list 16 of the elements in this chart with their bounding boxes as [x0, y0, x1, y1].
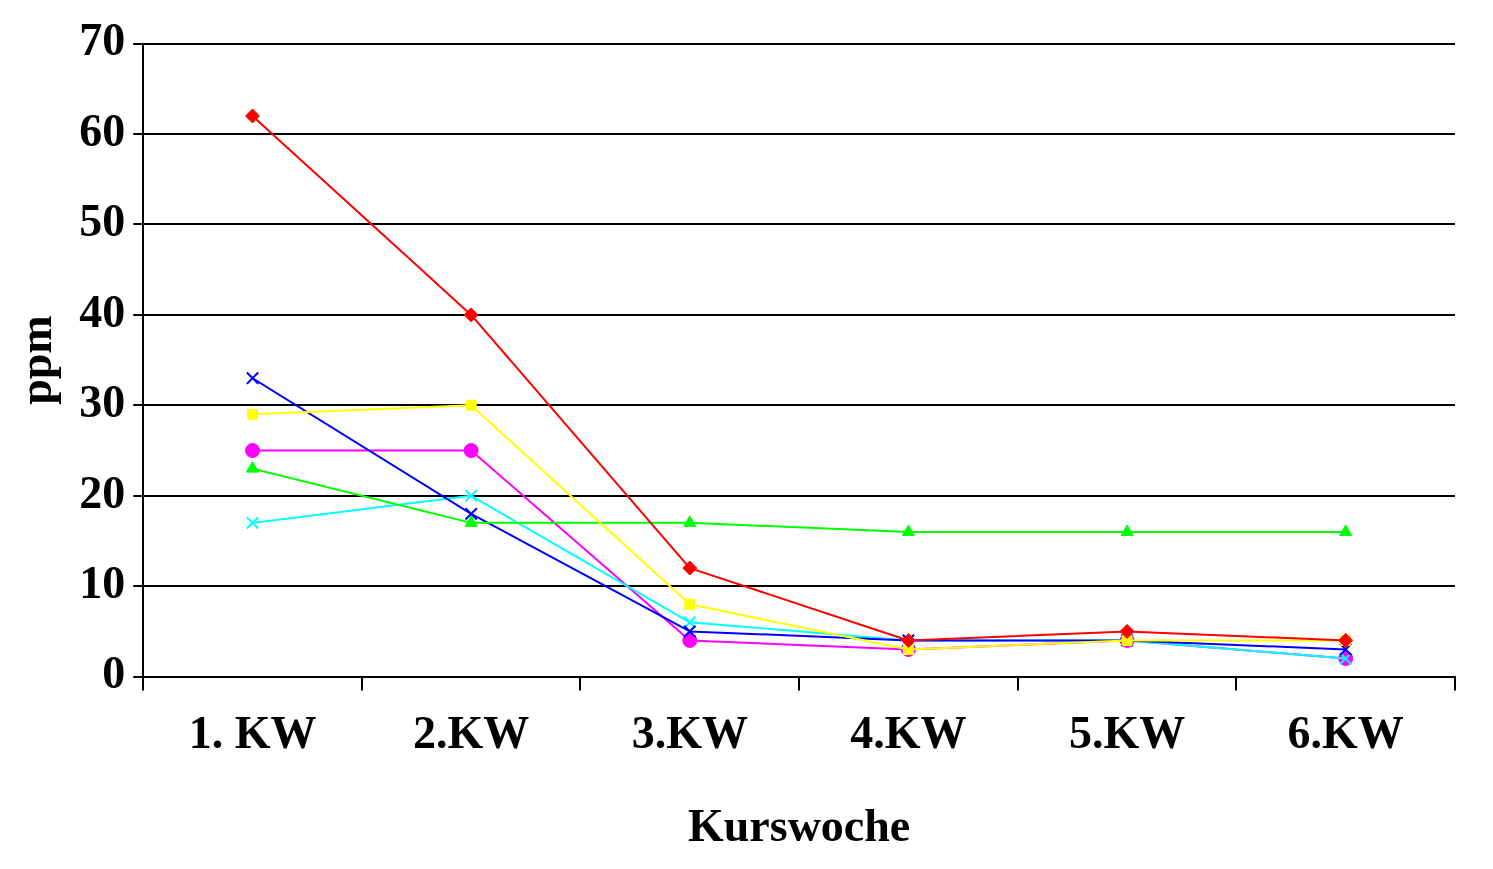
x-tick-label: 1. KW	[188, 707, 317, 759]
x-tick-label: 5.KW	[1068, 707, 1186, 759]
y-tick-label: 10	[79, 557, 126, 609]
x-tick-label: 3.KW	[631, 707, 748, 759]
y-tick-label: 60	[79, 104, 126, 156]
y-tick-label: 70	[79, 14, 126, 66]
x-axis-title: Kurswoche	[687, 800, 911, 852]
y-tick-label: 0	[102, 647, 126, 699]
y-tick-label: 30	[79, 376, 126, 428]
y-axis-title: ppm	[10, 315, 62, 405]
x-tick-label: 4.KW	[850, 707, 967, 759]
x-tick-label: 6.KW	[1287, 707, 1404, 759]
x-tick-label: 2.KW	[413, 707, 530, 759]
y-tick-label: 50	[79, 195, 126, 247]
y-tick-label: 20	[79, 466, 126, 518]
y-tick-label: 40	[79, 285, 126, 337]
